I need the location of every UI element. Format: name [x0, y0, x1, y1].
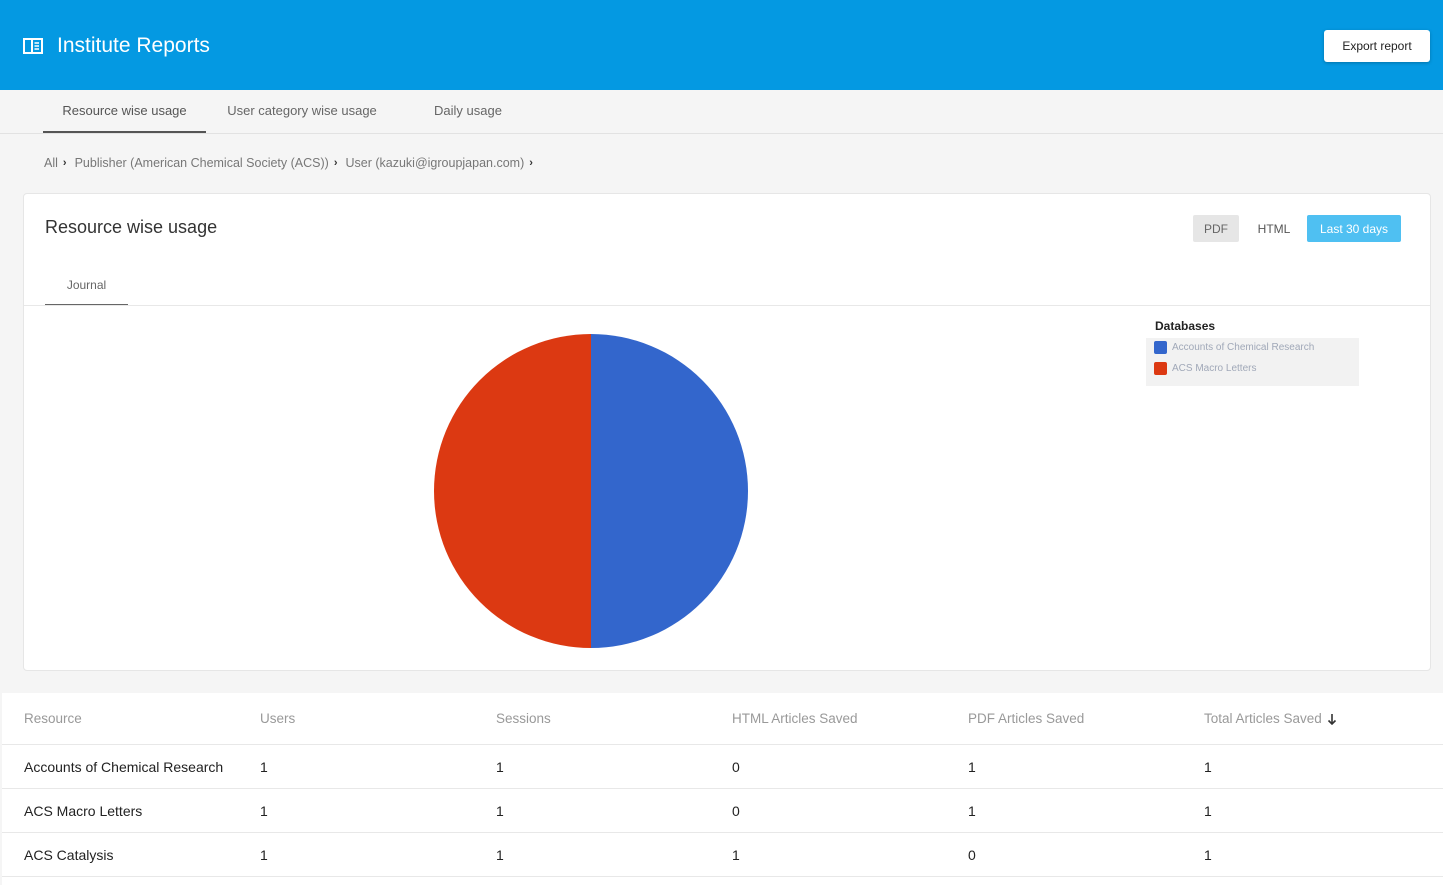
- cell-total-articles: 1: [1204, 846, 1212, 863]
- column-header-users[interactable]: Users: [260, 711, 296, 726]
- pie-slice-0[interactable]: [591, 334, 748, 648]
- book-icon: [23, 38, 43, 54]
- legend-title: Databases: [1155, 319, 1216, 333]
- cell-resource: ACS Macro Letters: [24, 802, 143, 819]
- cell-sessions: 1: [496, 758, 504, 775]
- cell-total-articles: 1: [1204, 802, 1212, 819]
- date-range-button[interactable]: Last 30 days: [1307, 215, 1401, 242]
- cell-users: 1: [260, 846, 268, 863]
- chevron-right-icon: ›: [333, 157, 338, 169]
- cell-total-articles: 1: [1204, 758, 1212, 775]
- arrow-down-icon: [1327, 713, 1336, 725]
- divider: [24, 305, 1430, 306]
- pie-chart: [434, 334, 748, 648]
- cell-resource: Accounts of Chemical Research: [24, 758, 224, 775]
- app-title: Institute Reports: [57, 34, 210, 57]
- column-header-pdf-articles[interactable]: PDF Articles Saved: [968, 711, 1085, 726]
- chart-legend: Accounts of Chemical Research ACS Macro …: [1146, 338, 1359, 386]
- cell-html-articles: 1: [732, 846, 740, 863]
- column-header-sessions[interactable]: Sessions: [496, 711, 551, 726]
- legend-item[interactable]: ACS Macro Letters: [1154, 359, 1256, 377]
- column-header-resource[interactable]: Resource: [24, 711, 82, 726]
- cell-pdf-articles: 0: [968, 846, 976, 863]
- top-app-bar: Institute Reports Export report: [0, 0, 1443, 90]
- legend-swatch: [1154, 340, 1167, 354]
- column-header-label: Total Articles Saved: [1204, 711, 1322, 726]
- cell-users: 1: [260, 758, 268, 775]
- cell-sessions: 1: [496, 846, 504, 863]
- breadcrumb: All › Publisher (American Chemical Socie…: [44, 154, 541, 172]
- legend-item[interactable]: Accounts of Chemical Research: [1154, 338, 1314, 356]
- cell-html-articles: 0: [732, 758, 740, 775]
- legend-label: Accounts of Chemical Research: [1172, 341, 1315, 353]
- legend-swatch: [1154, 361, 1167, 375]
- breadcrumb-user[interactable]: User (kazuki@igroupjapan.com): [345, 156, 525, 170]
- cell-users: 1: [260, 802, 268, 819]
- pie-slice-1[interactable]: [434, 334, 591, 648]
- export-report-button[interactable]: Export report: [1324, 30, 1430, 62]
- usage-table: Resource Users Sessions HTML Articles Sa…: [2, 693, 1443, 885]
- chevron-right-icon: ›: [529, 157, 533, 169]
- legend-label: ACS Macro Letters: [1172, 362, 1257, 374]
- tab-resource-wise-usage[interactable]: Resource wise usage: [43, 90, 206, 133]
- breadcrumb-publisher[interactable]: Publisher (American Chemical Society (AC…: [74, 156, 329, 170]
- cell-sessions: 1: [496, 802, 504, 819]
- report-tabs: Resource wise usage User category wise u…: [0, 90, 1443, 134]
- table-header-row: Resource Users Sessions HTML Articles Sa…: [2, 693, 1443, 745]
- table-row[interactable]: ACS Macro Letters 1 1 0 1 1: [2, 789, 1443, 833]
- cell-pdf-articles: 1: [968, 758, 976, 775]
- table-row[interactable]: Accounts of Chemical Research 1 1 0 1 1: [2, 745, 1443, 789]
- chevron-right-icon: ›: [62, 157, 67, 169]
- resource-usage-card: Resource wise usage PDF HTML Last 30 day…: [23, 193, 1431, 671]
- cell-pdf-articles: 1: [968, 802, 976, 819]
- table-row[interactable]: ACS Catalysis 1 1 1 0 1: [2, 833, 1443, 877]
- cell-html-articles: 0: [732, 802, 740, 819]
- tab-user-category-wise-usage[interactable]: User category wise usage: [227, 103, 377, 118]
- pdf-filter-button[interactable]: PDF: [1193, 215, 1239, 242]
- column-header-html-articles[interactable]: HTML Articles Saved: [732, 711, 858, 726]
- column-header-total-articles[interactable]: Total Articles Saved: [1204, 693, 1337, 744]
- html-filter-button[interactable]: HTML: [1257, 221, 1291, 236]
- card-title: Resource wise usage: [45, 217, 218, 237]
- breadcrumb-all[interactable]: All: [44, 156, 58, 170]
- tab-daily-usage[interactable]: Daily usage: [434, 103, 502, 118]
- cell-resource: ACS Catalysis: [24, 846, 114, 863]
